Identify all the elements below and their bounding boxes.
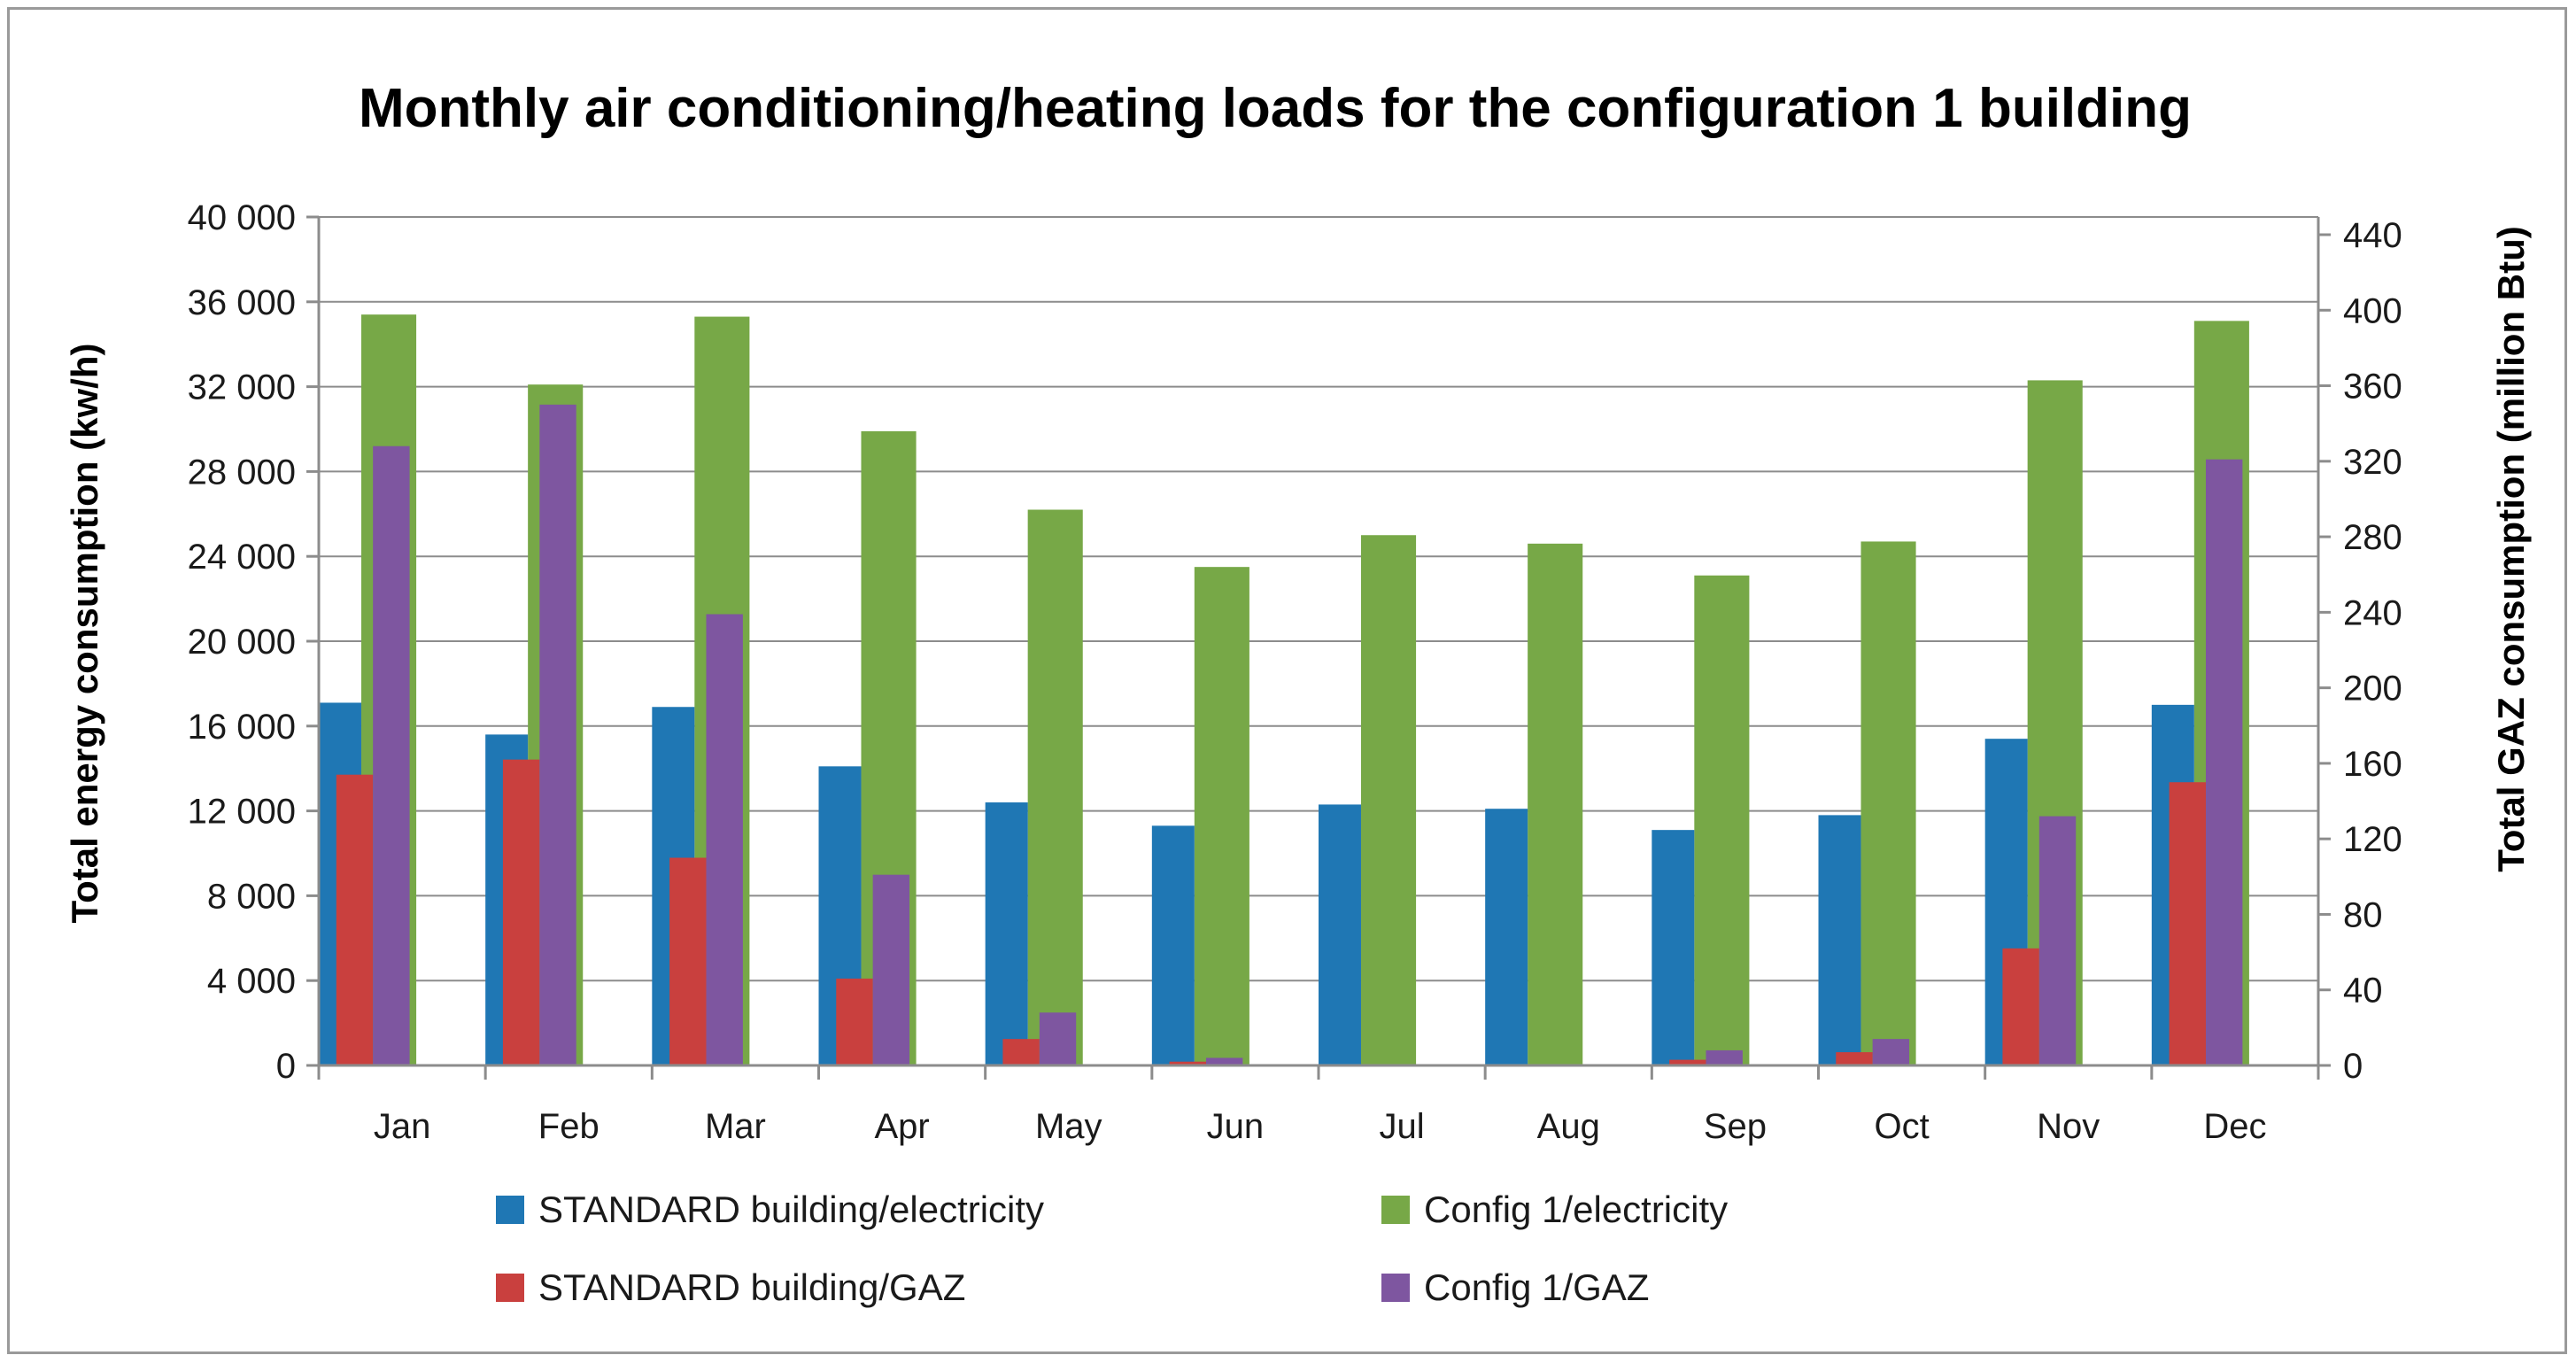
bar-config-1-electricity-jul xyxy=(1360,535,1417,1065)
legend-label: STANDARD building/electricity xyxy=(538,1189,1044,1230)
y-tick-label: 36 000 xyxy=(188,283,296,322)
y-tick-label: 24 000 xyxy=(188,538,296,577)
y-axis-ticks: 0 4 000 8 000 12 000 16 000 20 000 24 000 28 00… xyxy=(188,198,319,1086)
bar-config-1-gaz-jan xyxy=(373,445,410,1065)
bar-config-1-gaz-sep xyxy=(1706,1049,1743,1065)
bars xyxy=(319,314,2249,1066)
y2-tick-label: 440 xyxy=(2343,216,2402,255)
bar-config-1-gaz-jun xyxy=(1205,1057,1243,1065)
x-tick-label: Dec xyxy=(2203,1107,2266,1146)
y-tick-label: 4 000 xyxy=(207,962,296,1001)
bar-config-1-gaz-apr xyxy=(872,874,910,1065)
y2-tick-label: 240 xyxy=(2343,593,2402,632)
x-tick-label: Nov xyxy=(2037,1107,2100,1146)
bar-config-1-electricity-may xyxy=(1027,509,1083,1065)
bar-standard-building-gaz-sep xyxy=(1669,1059,1706,1065)
y2-tick-label: 320 xyxy=(2343,443,2402,482)
legend-swatch xyxy=(1381,1196,1410,1224)
y2-axis-ticks: 0 40 80 120 160 200 240 280 320 360 400 440 xyxy=(2318,216,2402,1086)
bar-config-1-gaz-nov xyxy=(2038,816,2077,1065)
y-tick-label: 28 000 xyxy=(188,453,296,492)
bar-config-1-electricity-oct xyxy=(1860,541,1916,1065)
x-tick-label: Feb xyxy=(538,1107,600,1146)
x-tick-label: Jan xyxy=(374,1107,431,1146)
legend-label: STANDARD building/GAZ xyxy=(538,1266,965,1308)
y2-axis-label: Total GAZ consumption (million Btu) xyxy=(2490,226,2532,871)
bar-config-1-gaz-may xyxy=(1039,1012,1077,1065)
y2-tick-label: 80 xyxy=(2343,895,2383,934)
legend-swatch xyxy=(496,1274,524,1302)
x-tick-label: Jul xyxy=(1380,1107,1425,1146)
y2-tick-label: 40 xyxy=(2343,972,2383,1011)
legend-swatch xyxy=(1381,1274,1410,1302)
bar-standard-building-gaz-mar xyxy=(669,857,707,1065)
bar-standard-building-gaz-nov xyxy=(2002,948,2039,1065)
y-tick-label: 0 xyxy=(276,1047,296,1086)
y-tick-label: 8 000 xyxy=(207,877,296,916)
legend-label: Config 1/GAZ xyxy=(1424,1266,1649,1308)
x-tick-label: Oct xyxy=(1874,1107,1929,1146)
bar-config-1-electricity-aug xyxy=(1528,543,1583,1065)
bar-config-1-gaz-mar xyxy=(706,614,743,1065)
x-axis-ticks: Jan Feb Mar Apr May Jun Jul Aug Sep Oct Nov Dec xyxy=(317,1065,2320,1146)
bar-config-1-electricity-jun xyxy=(1194,567,1249,1065)
bar-standard-building-electricity-jul xyxy=(1319,804,1361,1065)
x-tick-label: May xyxy=(1035,1107,1102,1146)
y2-tick-label: 360 xyxy=(2343,368,2402,407)
bar-config-1-gaz-dec xyxy=(2205,459,2243,1065)
y-tick-label: 32 000 xyxy=(188,368,296,407)
bar-standard-building-electricity-jun xyxy=(1151,825,1195,1065)
x-tick-label: Sep xyxy=(1704,1107,1767,1146)
chart-frame xyxy=(7,7,2567,1354)
bar-standard-building-gaz-jun xyxy=(1169,1061,1206,1065)
x-tick-label: Mar xyxy=(705,1107,766,1146)
y2-tick-label: 120 xyxy=(2343,820,2402,859)
bar-standard-building-electricity-sep xyxy=(1652,830,1695,1065)
bar-standard-building-gaz-apr xyxy=(836,978,873,1065)
y-tick-label: 12 000 xyxy=(188,793,296,832)
y-tick-label: 16 000 xyxy=(188,708,296,747)
y-tick-label: 40 000 xyxy=(188,198,296,237)
bar-config-1-gaz-oct xyxy=(1872,1039,1910,1065)
x-tick-label: Jun xyxy=(1207,1107,1265,1146)
chart-title: Monthly air conditioning/heating loads f… xyxy=(359,78,2192,139)
y-axis-label: Total energy consumption (kw/h) xyxy=(64,344,105,924)
legend: STANDARD building/electricity Config 1/el… xyxy=(496,1189,1728,1308)
y2-tick-label: 400 xyxy=(2343,291,2402,330)
legend-label: Config 1/electricity xyxy=(1424,1189,1728,1230)
bar-standard-building-gaz-may xyxy=(1002,1039,1040,1065)
bar-standard-building-electricity-oct xyxy=(1818,815,1861,1065)
bar-standard-building-electricity-may xyxy=(985,802,1028,1065)
x-tick-label: Aug xyxy=(1537,1107,1600,1146)
x-tick-label: Apr xyxy=(874,1107,929,1146)
bar-config-1-electricity-sep xyxy=(1694,575,1750,1065)
bar-standard-building-electricity-aug xyxy=(1485,809,1528,1065)
y-tick-label: 20 000 xyxy=(188,623,296,662)
bar-config-1-gaz-feb xyxy=(539,404,576,1065)
bar-standard-building-gaz-feb xyxy=(502,759,540,1065)
bar-standard-building-gaz-oct xyxy=(1836,1052,1873,1065)
legend-swatch xyxy=(496,1196,524,1224)
bar-standard-building-gaz-dec xyxy=(2169,782,2206,1065)
y2-tick-label: 200 xyxy=(2343,670,2402,709)
bar-standard-building-gaz-jan xyxy=(336,774,374,1065)
y2-tick-label: 280 xyxy=(2343,518,2402,557)
y2-tick-label: 0 xyxy=(2343,1047,2363,1086)
y2-tick-label: 160 xyxy=(2343,745,2402,784)
